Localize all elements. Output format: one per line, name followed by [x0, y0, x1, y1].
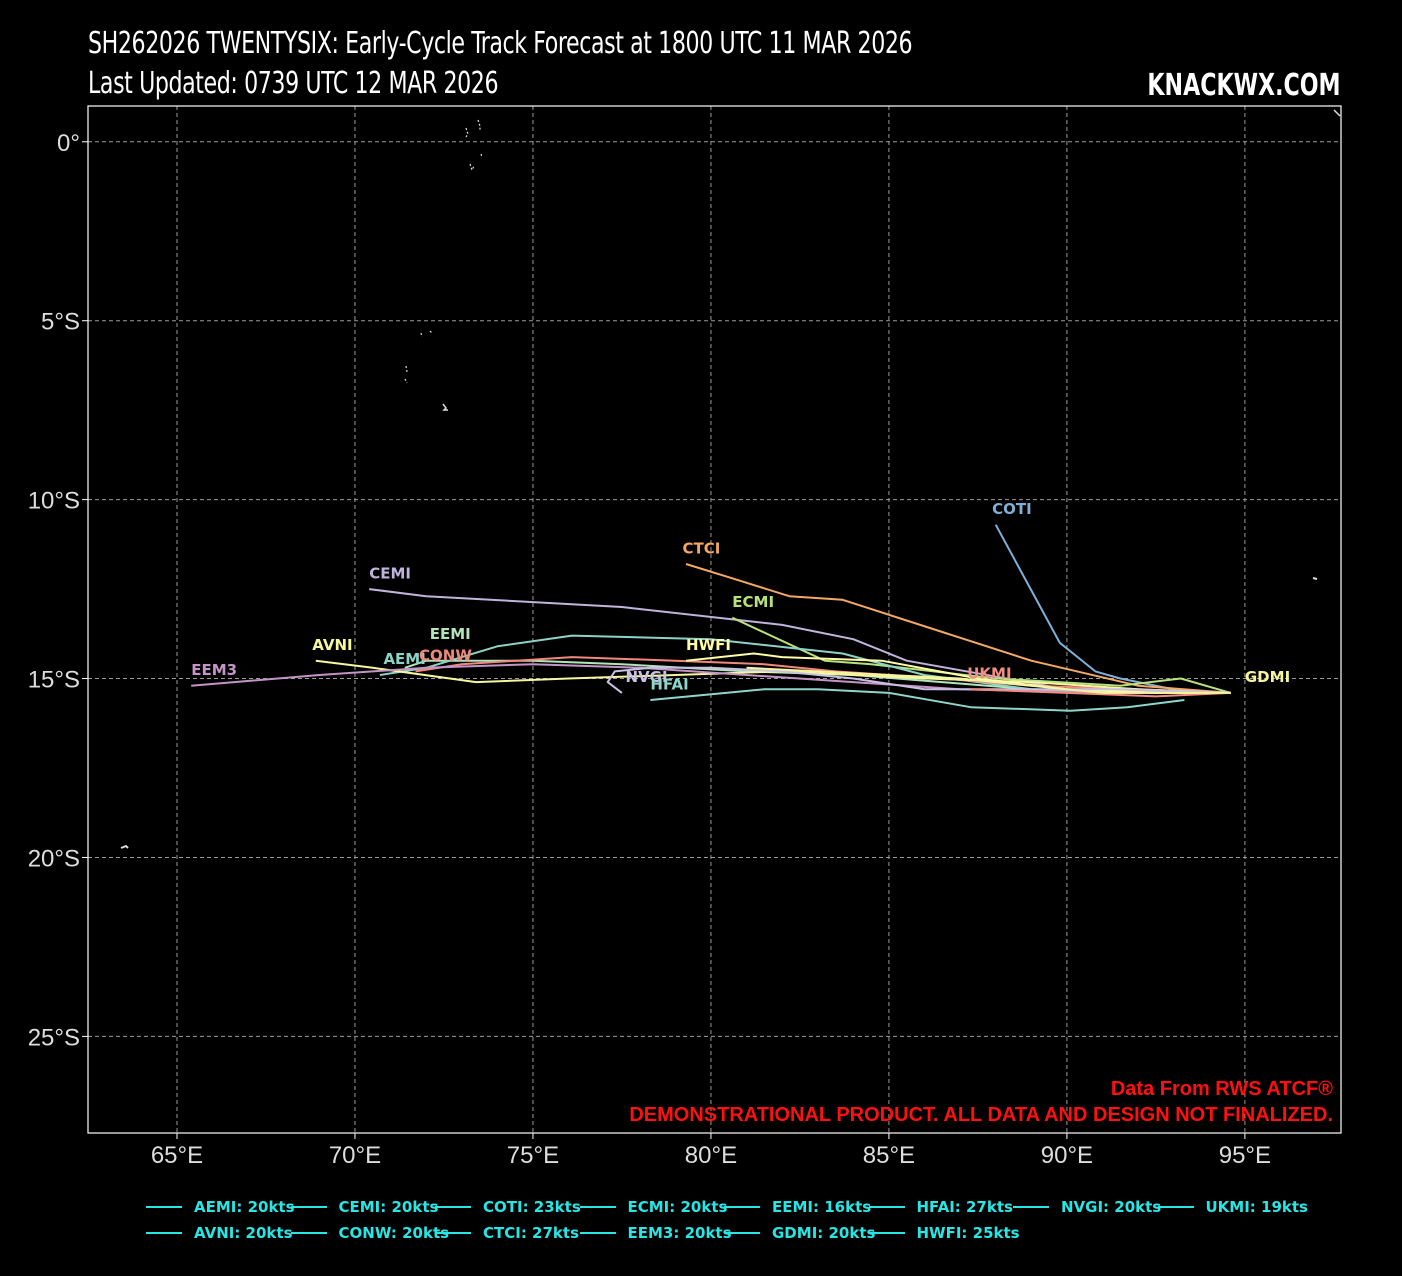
legend-label: CEMI: 20kts — [338, 1198, 439, 1216]
legend-item: CONW: 20kts — [290, 1220, 450, 1246]
track-label-eem3: EEM3 — [191, 661, 237, 679]
legend-swatch — [868, 1232, 905, 1234]
legend-swatch — [435, 1206, 471, 1208]
lat-tick-label: 20°S — [28, 845, 80, 872]
legend-label: NVGI: 20kts — [1061, 1198, 1162, 1216]
legend-swatch — [724, 1232, 760, 1234]
track-label-ukmi: UKMI — [967, 665, 1011, 683]
legend-label: CTCI: 27kts — [483, 1224, 579, 1242]
lon-tick-label: 65°E — [151, 1142, 203, 1169]
legend-label: EEMI: 16kts — [772, 1198, 872, 1216]
legend-label: AVNI: 20kts — [194, 1224, 293, 1242]
track-ctci — [685, 563, 1231, 694]
track-label-eemi: EEMI — [430, 625, 471, 643]
legend-item: EEMI: 16kts — [724, 1194, 871, 1220]
legend-item: HWFI: 25kts — [868, 1220, 1020, 1246]
legend-label: AEMI: 20kts — [194, 1198, 295, 1216]
island-outline — [1312, 577, 1318, 580]
demo-disclaimer: DEMONSTRATIONAL PRODUCT. ALL DATA AND DE… — [629, 1104, 1333, 1126]
track-ecmi — [731, 616, 1231, 694]
lon-tick-label: 85°E — [863, 1142, 915, 1169]
island-outlines — [120, 109, 1341, 849]
legend-swatch — [724, 1206, 760, 1208]
lat-tick-label: 25°S — [28, 1024, 80, 1051]
coastline — [1333, 109, 1341, 117]
map-frame — [87, 105, 1342, 1134]
island-outline — [120, 844, 129, 849]
legend-swatch — [146, 1206, 182, 1208]
track-label-cemi: CEMI — [369, 564, 411, 582]
lat-tick-label: 0° — [57, 130, 80, 157]
legend-label: HFAI: 27kts — [916, 1198, 1013, 1216]
axis-ticks: 65°E 70°E 75°E 80°E 85°E 90°E 95°E 0° 5°S 10°S 15°… — [28, 130, 1271, 1169]
lat-tick-label: 15°S — [28, 667, 80, 694]
legend-swatch — [579, 1232, 616, 1234]
track-label-ecmi: ECMI — [732, 593, 774, 611]
legend-label: HWFI: 25kts — [916, 1224, 1020, 1242]
lon-tick-label: 70°E — [329, 1142, 381, 1169]
legend-swatch — [290, 1206, 327, 1208]
track-label-hfai: HFAI — [650, 675, 688, 693]
data-credit: Data From RWS ATCF® — [1111, 1078, 1333, 1100]
track-label-gdmi: GDMI — [1245, 668, 1290, 686]
legend-swatch — [435, 1232, 471, 1234]
track-conw — [415, 656, 1231, 694]
track-label-avni: AVNI — [312, 636, 352, 654]
lon-tick-label: 80°E — [685, 1142, 737, 1169]
legend-label: CONW: 20kts — [338, 1224, 450, 1242]
lon-tick-label: 75°E — [507, 1142, 559, 1169]
legend-item: AEMI: 20kts — [146, 1194, 295, 1220]
legend-item: NVGI: 20kts — [1013, 1194, 1161, 1220]
legend-swatch — [1157, 1206, 1194, 1208]
track-label-hwfi: HWFI — [686, 636, 731, 654]
legend-swatch — [1013, 1206, 1049, 1208]
track-label-conw: CONW — [419, 647, 472, 665]
track-cemi — [369, 588, 1231, 694]
track-label-aemi: AEMI — [383, 650, 425, 668]
legend-swatch — [868, 1206, 905, 1208]
island-outline — [465, 119, 483, 172]
lon-tick-label: 95°E — [1219, 1142, 1271, 1169]
legend-swatch — [290, 1232, 327, 1234]
legend-item: HFAI: 27kts — [868, 1194, 1013, 1220]
legend-label: UKMI: 19kts — [1205, 1198, 1308, 1216]
chart-title: SH262026 TWENTYSIX: Early-Cycle Track Fo… — [88, 26, 913, 61]
legend-item: UKMI: 19kts — [1157, 1194, 1308, 1220]
last-updated: Last Updated: 0739 UTC 12 MAR 2026 — [88, 66, 499, 101]
grid — [88, 106, 1341, 1133]
legend-item: EEM3: 20kts — [579, 1220, 732, 1246]
legend-label: EEM3: 20kts — [627, 1224, 732, 1242]
track-nvgi — [606, 666, 1231, 694]
island-outline — [442, 403, 448, 411]
track-gdmi — [746, 666, 1231, 694]
legend-label: COTI: 23kts — [483, 1198, 581, 1216]
legend-swatch — [579, 1206, 616, 1208]
forecast-tracks — [191, 524, 1231, 712]
legend-item: ECMI: 20kts — [579, 1194, 728, 1220]
island-outline — [404, 330, 433, 384]
track-label-coti: COTI — [992, 500, 1032, 518]
track-ukmi — [970, 688, 1231, 698]
lon-tick-label: 90°E — [1041, 1142, 1093, 1169]
legend-label: GDMI: 20kts — [772, 1224, 876, 1242]
track-coti — [994, 524, 1231, 694]
legend-item: CTCI: 27kts — [435, 1220, 579, 1246]
legend-item: GDMI: 20kts — [724, 1220, 875, 1246]
legend-item: AVNI: 20kts — [146, 1220, 293, 1246]
legend-item: CEMI: 20kts — [290, 1194, 439, 1220]
brand-logo-text: KNACKWX.COM — [1147, 68, 1341, 103]
track-label-nvgi: NVGI — [626, 668, 668, 686]
lat-tick-label: 5°S — [41, 309, 80, 336]
legend-swatch — [146, 1232, 182, 1234]
legend-item: COTI: 23kts — [435, 1194, 581, 1220]
track-hfai — [650, 688, 1185, 712]
legend-label: ECMI: 20kts — [627, 1198, 728, 1216]
track-label-ctci: CTCI — [682, 539, 720, 557]
lat-tick-label: 10°S — [28, 488, 80, 515]
